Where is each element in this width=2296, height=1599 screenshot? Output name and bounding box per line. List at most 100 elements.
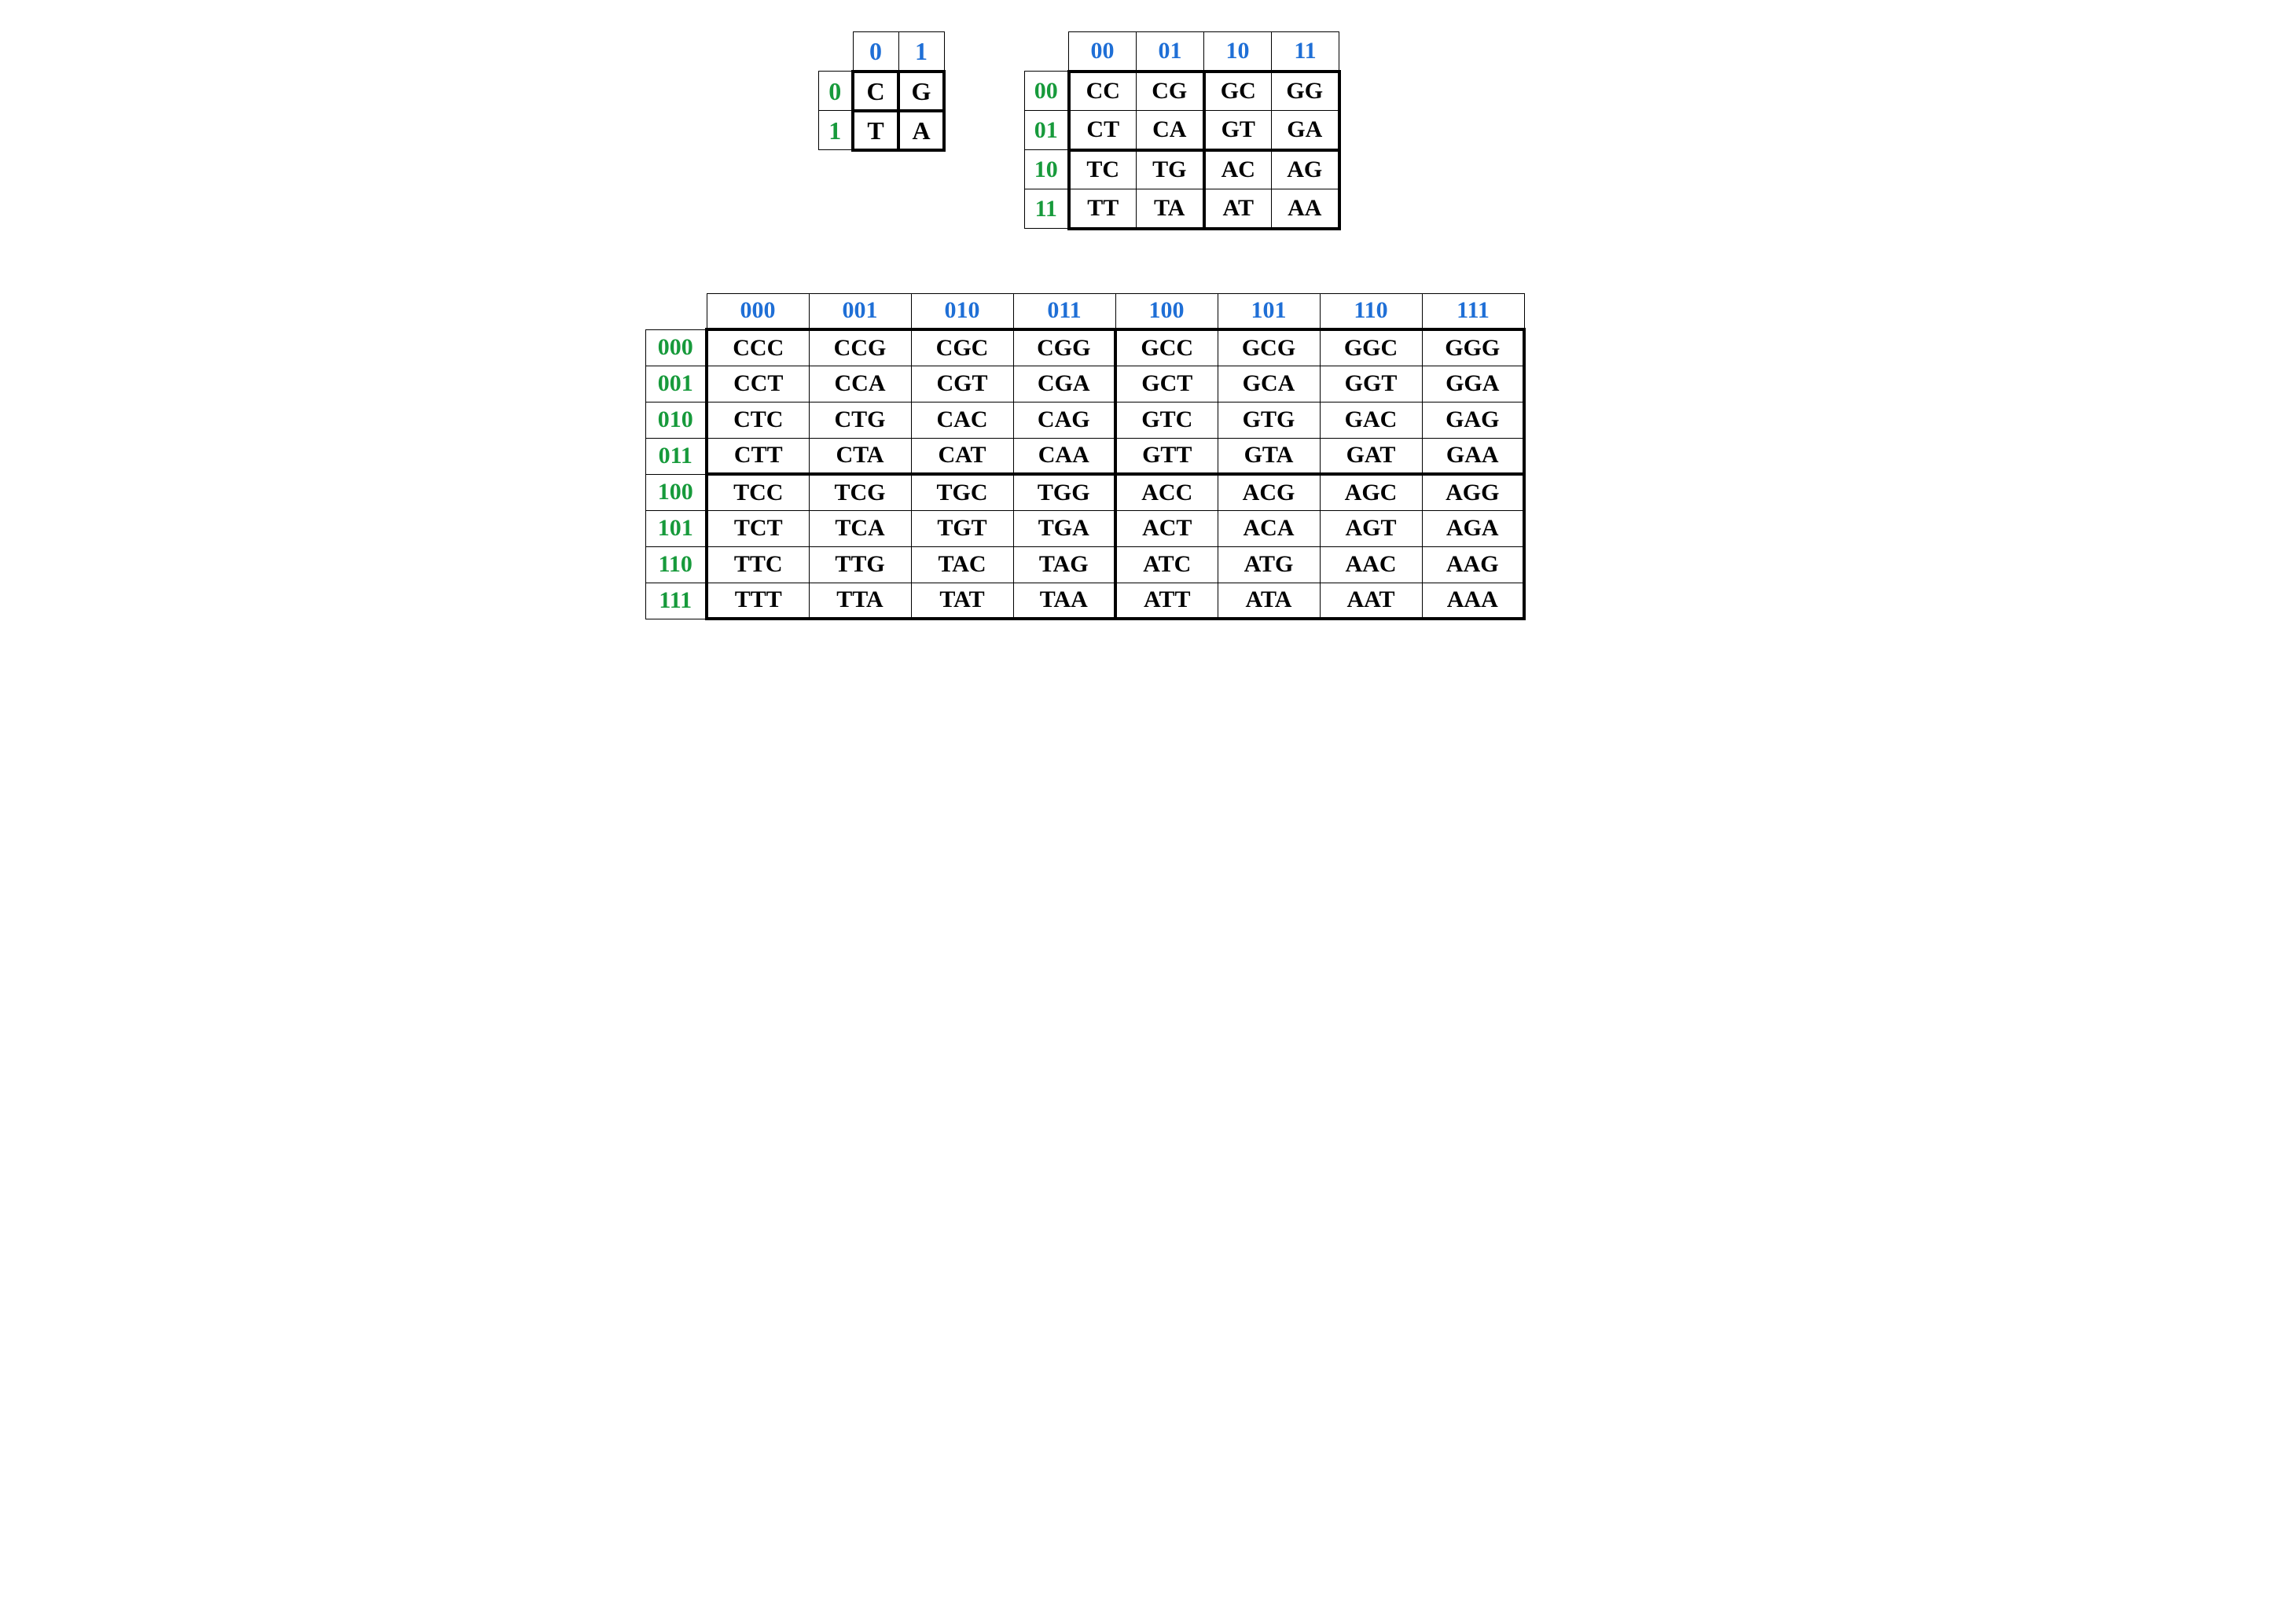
table-cell: GGT	[1320, 366, 1422, 402]
table-cell: GTT	[1115, 438, 1218, 474]
table-cell: AAT	[1320, 583, 1422, 619]
table-cell: TCA	[809, 510, 911, 546]
table-cell: CGC	[911, 329, 1013, 366]
table-cell: AAG	[1422, 546, 1524, 583]
table-cell: TGG	[1013, 474, 1115, 510]
table-cell: GA	[1272, 111, 1339, 150]
table-2bit: 0001101100CCCGGCGG01CTCAGTGA10TCTGACAG11…	[1024, 31, 1341, 230]
table-cell: CCT	[707, 366, 809, 402]
row-header: 101	[645, 510, 707, 546]
table-cell: AAA	[1422, 583, 1524, 619]
table-cell: G	[898, 72, 944, 111]
table-cell: GC	[1204, 72, 1272, 111]
corner-cell	[645, 293, 707, 329]
row-header: 010	[645, 402, 707, 438]
table-cell: TGC	[911, 474, 1013, 510]
table-cell: GTC	[1115, 402, 1218, 438]
table-cell: CCG	[809, 329, 911, 366]
table-cell: AGA	[1422, 510, 1524, 546]
row-header: 0	[818, 72, 853, 111]
figure: 010CG1TA 0001101100CCCGGCGG01CTCAGTGA10T…	[645, 31, 1651, 620]
table-cell: AGG	[1422, 474, 1524, 510]
table-cell: CA	[1137, 111, 1204, 150]
column-header: 00	[1069, 32, 1137, 72]
column-header: 101	[1218, 293, 1320, 329]
table-cell: ACA	[1218, 510, 1320, 546]
table-cell: AAC	[1320, 546, 1422, 583]
table-cell: GCG	[1218, 329, 1320, 366]
table-cell: AGC	[1320, 474, 1422, 510]
table-cell: ATC	[1115, 546, 1218, 583]
table-cell: TCG	[809, 474, 911, 510]
table-cell: TGT	[911, 510, 1013, 546]
table-cell: TG	[1137, 150, 1204, 189]
table-cell: TCC	[707, 474, 809, 510]
table-cell: TA	[1137, 189, 1204, 229]
row-header: 11	[1025, 189, 1069, 229]
row-header: 10	[1025, 150, 1069, 189]
table-cell: TT	[1069, 189, 1137, 229]
row-header: 100	[645, 474, 707, 510]
table-cell: TTG	[809, 546, 911, 583]
table-cell: AA	[1272, 189, 1339, 229]
table-cell: CTG	[809, 402, 911, 438]
column-header: 01	[1137, 32, 1204, 72]
table-cell: CAC	[911, 402, 1013, 438]
table-cell: CTC	[707, 402, 809, 438]
column-header: 0	[853, 32, 898, 72]
table-cell: GAT	[1320, 438, 1422, 474]
table-cell: CTT	[707, 438, 809, 474]
column-header: 011	[1013, 293, 1115, 329]
table-cell: GGC	[1320, 329, 1422, 366]
table-3bit: 000001010011100101110111000CCCCCGCGCCGGG…	[645, 293, 1526, 621]
column-header: 110	[1320, 293, 1422, 329]
table-cell: GAA	[1422, 438, 1524, 474]
table-cell: TC	[1069, 150, 1137, 189]
column-header: 111	[1422, 293, 1524, 329]
table-cell: TAC	[911, 546, 1013, 583]
row-header: 001	[645, 366, 707, 402]
table-cell: GG	[1272, 72, 1339, 111]
row-header: 111	[645, 583, 707, 619]
table-cell: CCA	[809, 366, 911, 402]
table-cell: CAG	[1013, 402, 1115, 438]
table-cell: TAA	[1013, 583, 1115, 619]
table-cell: A	[898, 111, 944, 150]
row-header: 011	[645, 438, 707, 474]
table-cell: ATG	[1218, 546, 1320, 583]
table-cell: ACT	[1115, 510, 1218, 546]
table-cell: CT	[1069, 111, 1137, 150]
table-cell: CC	[1069, 72, 1137, 111]
row-header: 1	[818, 111, 853, 150]
table-1bit: 010CG1TA	[818, 31, 946, 152]
column-header: 11	[1272, 32, 1339, 72]
row-header: 110	[645, 546, 707, 583]
column-header: 001	[809, 293, 911, 329]
table-cell: ATT	[1115, 583, 1218, 619]
column-header: 000	[707, 293, 809, 329]
table-cell: CG	[1137, 72, 1204, 111]
row-header: 00	[1025, 72, 1069, 111]
table-cell: CAA	[1013, 438, 1115, 474]
table-cell: GT	[1204, 111, 1272, 150]
table-cell: CGA	[1013, 366, 1115, 402]
table-cell: GTA	[1218, 438, 1320, 474]
table-cell: GGG	[1422, 329, 1524, 366]
table-cell: TTT	[707, 583, 809, 619]
table-cell: GCT	[1115, 366, 1218, 402]
table-cell: C	[853, 72, 898, 111]
table-cell: AC	[1204, 150, 1272, 189]
column-header: 010	[911, 293, 1013, 329]
corner-cell	[818, 32, 853, 72]
table-cell: TGA	[1013, 510, 1115, 546]
table-cell: CTA	[809, 438, 911, 474]
table-cell: GGA	[1422, 366, 1524, 402]
table-cell: CAT	[911, 438, 1013, 474]
table-cell: TAG	[1013, 546, 1115, 583]
table-cell: TAT	[911, 583, 1013, 619]
table-cell: CGT	[911, 366, 1013, 402]
row-header: 01	[1025, 111, 1069, 150]
table-cell: ACG	[1218, 474, 1320, 510]
table-cell: GAC	[1320, 402, 1422, 438]
table-cell: T	[853, 111, 898, 150]
